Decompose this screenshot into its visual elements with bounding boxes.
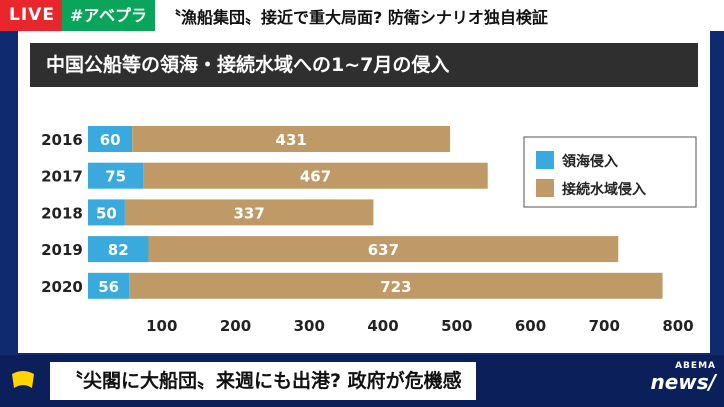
bar-contiguous [129,272,663,299]
legend-label: 領海侵入 [562,153,618,170]
data-label: 56 [98,278,119,296]
bar-contiguous [143,162,488,189]
bar-territorial [88,162,144,189]
y-tick-label: 2018 [41,204,83,222]
bar-territorial [88,236,149,263]
data-label: 337 [233,204,264,222]
chart-panel: 中国公船等の領海・接続水域への1~7月の侵入 2016 60 431 2017 75 46… [18,31,710,353]
x-tick-label: 200 [220,317,251,335]
logo-top-text: ABEMA [675,361,716,371]
flag-icon [10,368,36,394]
chart-title: 中国公船等の領海・接続水域への1~7月の侵入 [30,43,698,87]
logo-bottom-text: news/ [650,370,717,394]
x-tick-label: 700 [589,317,620,335]
x-tick-label: 300 [294,317,325,335]
y-tick-label: 2019 [41,241,83,259]
y-tick-label: 2016 [41,131,83,149]
bar-contiguous [124,199,374,226]
data-label: 60 [100,131,121,149]
data-label: 723 [380,278,411,296]
y-tick-label: 2017 [41,168,83,186]
x-tick-label: 500 [441,317,472,335]
stacked-bar-chart: 2016 60 431 2017 75 467 2018 50 337 2019 82 637 2020… [41,126,697,335]
y-tick-label: 2020 [41,278,83,296]
lower-third-banner: 〝尖閣に大船団〟来週にも出港? 政府が危機感 ABEMA news/ [0,355,724,407]
bar-territorial [88,199,125,226]
legend-swatch [536,179,554,197]
data-label: 75 [105,168,126,186]
x-tick-label: 800 [662,317,693,335]
x-tick-label: 100 [146,317,177,335]
data-label: 637 [368,241,399,259]
bar-contiguous [148,236,619,263]
bar-territorial [88,126,133,152]
live-badge: LIVE [0,0,62,31]
data-label: 467 [300,168,331,186]
x-tick-label: 400 [367,317,398,335]
data-label: 431 [276,131,307,149]
abema-news-logo: ABEMA news/ [624,361,717,401]
lower-headline: 〝尖閣に大船団〟来週にも出港? 政府が危機感 [50,362,476,400]
top-banner: LIVE #アベプラ 〝漁船集団〟接近で重大局面? 防衛シナリオ独自検証 [0,0,724,31]
data-label: 50 [96,204,117,222]
data-label: 82 [108,241,129,259]
program-hashtag: #アベプラ [61,0,156,31]
legend-swatch [536,151,554,169]
bar-territorial [88,272,130,299]
top-headline: 〝漁船集団〟接近で重大局面? 防衛シナリオ独自検証 [165,7,548,27]
x-tick-label: 600 [515,317,546,335]
legend-label: 接続水域侵入 [562,181,646,198]
bar-contiguous [132,126,451,152]
